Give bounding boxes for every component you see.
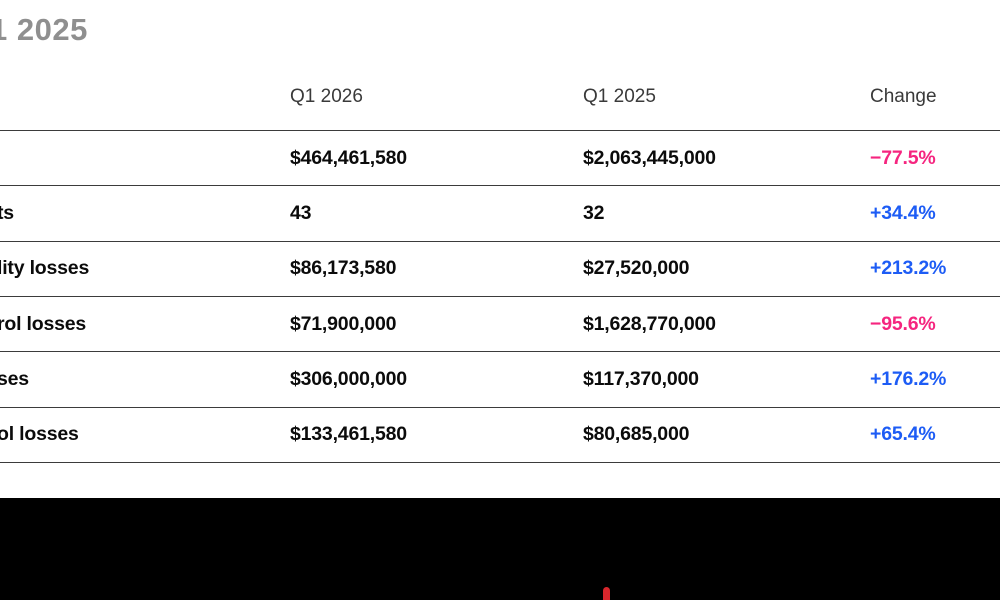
row-q1-2026-value: $133,461,580 bbox=[290, 423, 407, 446]
table-header-row: Q1 2026 Q1 2025 Change bbox=[0, 75, 1000, 131]
header-label-column bbox=[0, 75, 290, 86]
comparison-table: Q1 2026 Q1 2025 Change $464,461,580 $2,0… bbox=[0, 75, 1000, 463]
row-q1-2025-value: 32 bbox=[583, 201, 605, 224]
table-row: $464,461,580 $2,063,445,000 −77.5% bbox=[0, 131, 1000, 187]
row-q1-2025-value: $27,520,000 bbox=[583, 257, 690, 280]
row-q1-2025-value: $80,685,000 bbox=[583, 423, 690, 446]
row-change-value: +213.2% bbox=[870, 257, 947, 280]
row-label: ol losses bbox=[0, 423, 79, 446]
row-label bbox=[0, 147, 290, 170]
row-change-value: +34.4% bbox=[870, 201, 936, 224]
table-row: ts 43 32 +34.4% bbox=[0, 186, 1000, 242]
row-q1-2025-value: $2,063,445,000 bbox=[583, 146, 716, 169]
row-q1-2026-value: $71,900,000 bbox=[290, 312, 397, 335]
row-label: ts bbox=[0, 201, 14, 224]
row-q1-2025-value: $117,370,000 bbox=[583, 367, 699, 390]
table-row: ol losses $133,461,580 $80,685,000 +65.4… bbox=[0, 408, 1000, 463]
logo-mark-icon bbox=[603, 587, 610, 600]
row-change-value: +176.2% bbox=[870, 367, 947, 390]
row-q1-2026-value: $306,000,000 bbox=[290, 367, 407, 390]
row-q1-2026-value: $464,461,580 bbox=[290, 146, 407, 169]
row-change-value: −77.5% bbox=[870, 146, 936, 169]
row-label: rol losses bbox=[0, 312, 87, 335]
table-row: ses $306,000,000 $117,370,000 +176.2% bbox=[0, 352, 1000, 408]
table-row: lity losses $86,173,580 $27,520,000 +213… bbox=[0, 242, 1000, 297]
page-title-text: 1 2025 bbox=[0, 12, 88, 47]
row-label: lity losses bbox=[0, 257, 90, 280]
header-change: Change bbox=[870, 86, 937, 107]
row-q1-2025-value: $1,628,770,000 bbox=[583, 312, 716, 335]
row-q1-2026-value: 43 bbox=[290, 201, 312, 224]
row-label: ses bbox=[0, 367, 29, 390]
page-title: 1 2025 bbox=[0, 12, 88, 56]
footer-band bbox=[0, 498, 1000, 600]
row-change-value: −95.6% bbox=[870, 312, 936, 335]
header-q1-2026: Q1 2026 bbox=[290, 86, 363, 107]
row-q1-2026-value: $86,173,580 bbox=[290, 257, 397, 280]
header-q1-2025: Q1 2025 bbox=[583, 86, 656, 107]
row-change-value: +65.4% bbox=[870, 423, 936, 446]
table-row: rol losses $71,900,000 $1,628,770,000 −9… bbox=[0, 297, 1000, 353]
